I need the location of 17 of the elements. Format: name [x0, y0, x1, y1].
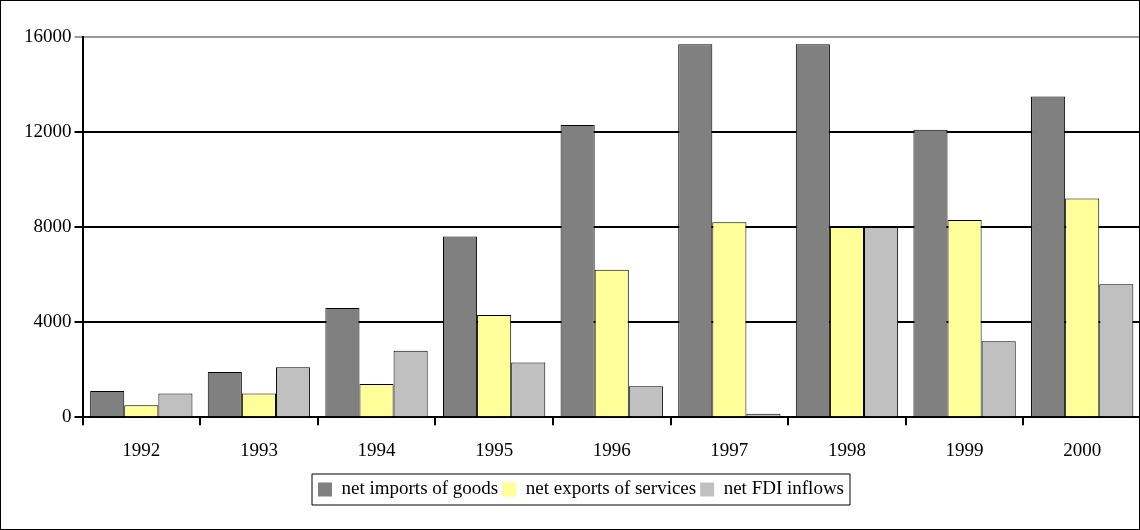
- y-tick-label: 8000: [33, 215, 72, 237]
- x-tick-label: 1995: [475, 438, 514, 460]
- legend-label: net imports of goods: [341, 477, 499, 499]
- legend-label: net FDI inflows: [723, 477, 844, 499]
- x-tick-label: 2000: [1063, 438, 1102, 460]
- x-tick-label: 1998: [827, 438, 866, 460]
- x-tick-label: 1993: [239, 438, 278, 460]
- x-tick-label: 1992: [122, 438, 161, 460]
- legend-label: net exports of services: [525, 477, 697, 499]
- y-tick-label: 12000: [24, 120, 72, 142]
- x-tick-label: 1994: [357, 438, 397, 460]
- x-tick-label: 1996: [592, 438, 631, 460]
- y-tick-label: 0: [62, 405, 72, 427]
- y-tick-label: 16000: [24, 24, 72, 46]
- x-tick-label: 1997: [710, 438, 749, 460]
- y-tick-label: 4000: [33, 310, 72, 332]
- x-tick-label: 1999: [945, 438, 984, 460]
